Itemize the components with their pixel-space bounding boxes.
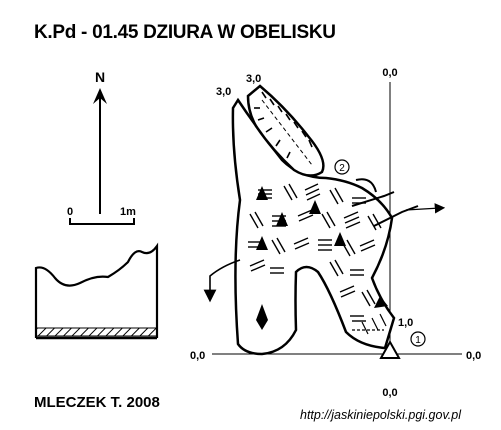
elevation-top-right: 0,0: [382, 67, 397, 79]
north-arrow: N: [93, 69, 107, 214]
elevation-top-left-a: 3,0: [216, 86, 231, 98]
scale-start-label: 0: [67, 206, 73, 218]
north-label: N: [95, 69, 105, 85]
svg-text:1: 1: [415, 335, 421, 346]
scale-end-label: 1m: [120, 206, 136, 218]
scale-bar: 0 1m: [67, 206, 136, 225]
rubble-fill: [248, 183, 382, 322]
survey-point: [379, 339, 401, 359]
map-title: K.Pd - 01.45 DZIURA W OBELISKU: [34, 22, 336, 43]
elevation-top-left-b: 3,0: [246, 73, 261, 85]
elevation-bottom: 0,0: [382, 387, 397, 399]
marker-2: 2: [334, 159, 350, 175]
elevation-labels: 3,0 3,0 0,0 0,0 0,0 0,0 1,0: [190, 67, 481, 399]
elevation-entrance: 1,0: [398, 317, 413, 329]
right-passage: [351, 191, 446, 227]
slope-arrows: [256, 186, 388, 330]
source-url: http://jaskiniepolski.pgi.gov.pl: [300, 408, 461, 422]
cave-outline: [231, 97, 396, 356]
cave-plan: 1 2: [203, 82, 462, 359]
elevation-right: 0,0: [466, 350, 481, 362]
svg-text:2: 2: [339, 163, 345, 174]
marker-1: 1: [410, 331, 426, 347]
elevation-left: 0,0: [190, 350, 205, 362]
left-passage: [203, 259, 241, 303]
cross-section: [34, 242, 159, 340]
author-credit: MLECZEK T. 2008: [34, 394, 160, 411]
